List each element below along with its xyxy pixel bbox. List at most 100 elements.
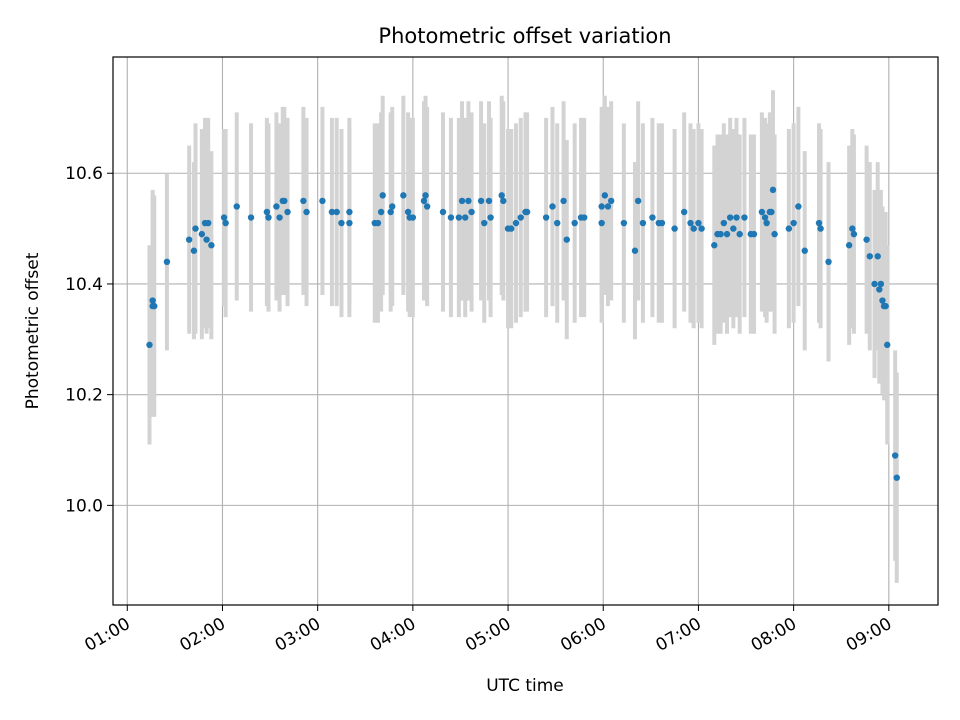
data-point (300, 197, 307, 205)
data-point (723, 230, 731, 238)
data-point (817, 225, 824, 232)
data-point (763, 219, 770, 227)
data-point (884, 341, 891, 349)
data-point (481, 219, 488, 227)
data-point (866, 253, 873, 260)
data-point (891, 452, 899, 459)
data-point (649, 214, 656, 221)
data-point (581, 214, 588, 221)
data-point (404, 208, 412, 216)
data-point (409, 214, 417, 221)
data-point (338, 219, 345, 227)
data-point (517, 214, 524, 221)
data-point (281, 197, 288, 205)
data-point (346, 219, 353, 227)
data-point (512, 219, 520, 227)
data-point (680, 208, 688, 216)
data-point (863, 236, 870, 243)
data-point (346, 208, 353, 216)
data-point (146, 341, 153, 349)
data-point (192, 225, 199, 232)
data-point (554, 219, 561, 227)
data-point (785, 225, 793, 232)
data-point (849, 225, 856, 232)
data-point (726, 214, 734, 221)
data-point (687, 219, 694, 227)
data-point (163, 258, 171, 266)
data-point (233, 203, 240, 210)
data-point (795, 203, 802, 210)
data-point (204, 219, 212, 227)
data-point (447, 214, 455, 221)
y-tick-label: 10.2 (65, 386, 103, 406)
data-point (508, 225, 515, 232)
data-point (549, 203, 556, 210)
data-point (468, 208, 475, 216)
data-point (465, 197, 472, 205)
data-point (485, 197, 493, 205)
data-point (151, 302, 158, 310)
data-point (389, 203, 396, 210)
data-point (377, 208, 385, 216)
data-point (222, 219, 229, 227)
data-point (634, 197, 642, 205)
data-point (571, 219, 578, 227)
data-point (758, 208, 766, 216)
data-point (771, 230, 778, 238)
x-tick-label: 06:00 (557, 614, 609, 656)
data-point (220, 214, 228, 221)
data-point (149, 297, 156, 304)
x-tick-label: 08:00 (748, 614, 800, 656)
x-tick-label: 07:00 (652, 614, 704, 656)
data-point (560, 197, 567, 205)
data-point (871, 280, 878, 288)
x-tick-label: 05:00 (462, 614, 514, 656)
data-point (462, 214, 469, 221)
data-point (400, 192, 407, 199)
data-point (247, 214, 255, 221)
data-point (542, 214, 550, 221)
data-point (711, 242, 718, 249)
data-point (750, 230, 758, 238)
data-point (698, 225, 705, 232)
data-point (374, 219, 382, 227)
data-point (263, 208, 271, 216)
data-point (601, 192, 609, 199)
data-point (879, 297, 886, 304)
y-axis-ticks: 10.0 10.2 10.4 10.6 (65, 164, 113, 516)
data-point (845, 242, 853, 249)
data-point (487, 214, 494, 221)
data-point (420, 197, 428, 205)
y-axis-label: Photometric offset (23, 252, 43, 409)
data-point (801, 247, 808, 254)
data-point (455, 214, 463, 221)
data-point (720, 219, 728, 227)
data-point (498, 192, 505, 199)
data-point (598, 203, 605, 210)
data-point (730, 225, 737, 232)
data-point (203, 236, 210, 243)
y-tick-label: 10.0 (65, 496, 103, 516)
data-point (733, 214, 740, 221)
x-tick-label: 03:00 (272, 614, 324, 656)
x-tick-label: 04:00 (367, 614, 419, 656)
data-point (768, 208, 775, 216)
data-point (273, 203, 280, 210)
y-tick-label: 10.6 (65, 164, 103, 184)
data-point (874, 253, 881, 260)
data-point (319, 197, 326, 205)
data-point (379, 192, 386, 199)
data-points (146, 186, 900, 481)
data-point (658, 219, 666, 227)
data-point (198, 230, 206, 238)
data-point (877, 280, 885, 288)
data-point (717, 230, 724, 238)
data-point (850, 230, 858, 238)
data-point (769, 186, 777, 194)
data-point (620, 219, 628, 227)
data-point (523, 208, 531, 216)
data-point (893, 474, 900, 481)
data-point (500, 197, 507, 205)
data-point (695, 219, 702, 227)
